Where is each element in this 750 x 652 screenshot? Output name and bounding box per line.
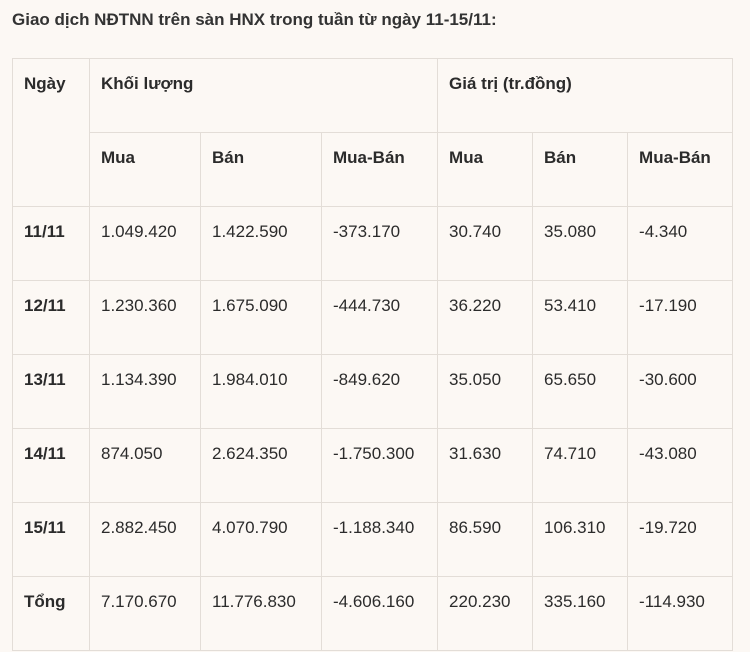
cell-gt-mua-ban: -17.190 [627, 280, 734, 355]
cell-gt-ban: 53.410 [532, 280, 629, 355]
subheader-gt-mua: Mua [437, 132, 534, 207]
subheader-row: Mua Bán Mua-Bán Mua Bán Mua-Bán [13, 132, 734, 207]
cell-kl-ban: 1.984.010 [200, 354, 322, 429]
cell-gt-mua-ban: -4.340 [627, 206, 734, 281]
cell-gt-mua: 35.050 [437, 354, 534, 429]
cell-gt-mua: 31.630 [437, 428, 534, 503]
cell-total-label: Tổng [12, 576, 90, 651]
cell-gt-mua: 30.740 [437, 206, 534, 281]
cell-kl-mua-ban: -4.606.160 [320, 576, 439, 651]
cell-kl-mua: 7.170.670 [89, 576, 201, 651]
subheader-kl-ban: Bán [200, 132, 322, 207]
cell-date: 15/11 [12, 502, 90, 577]
foreign-investor-trading-table: Ngày Khối lượng Giá trị (tr.đồng) Mua Bá… [12, 58, 734, 651]
cell-gt-ban: 35.080 [532, 206, 629, 281]
cell-gt-ban: 106.310 [532, 502, 629, 577]
table-row: 13/11 1.134.390 1.984.010 -849.620 35.05… [12, 354, 734, 429]
cell-gt-mua: 220.230 [437, 576, 534, 651]
cell-date: 12/11 [12, 280, 90, 355]
cell-gt-mua-ban: -19.720 [627, 502, 734, 577]
header-khoi-luong: Khối lượng [88, 58, 439, 133]
cell-kl-ban: 11.776.830 [200, 576, 322, 651]
cell-kl-mua: 2.882.450 [89, 502, 201, 577]
cell-kl-mua-ban: -849.620 [320, 354, 439, 429]
table-row: 11/11 1.049.420 1.422.590 -373.170 30.74… [12, 206, 734, 281]
cell-kl-ban: 4.070.790 [200, 502, 322, 577]
table-row: 14/11 874.050 2.624.350 -1.750.300 31.63… [12, 428, 734, 503]
cell-kl-ban: 1.422.590 [200, 206, 322, 281]
subheader-gt-mua-ban: Mua-Bán [627, 132, 734, 207]
cell-date: 13/11 [12, 354, 90, 429]
cell-gt-mua-ban: -43.080 [627, 428, 734, 503]
header-row: Ngày Khối lượng Giá trị (tr.đồng) [12, 58, 734, 207]
subheader-kl-mua-ban: Mua-Bán [320, 132, 439, 207]
cell-gt-ban: 335.160 [532, 576, 629, 651]
cell-kl-ban: 2.624.350 [200, 428, 322, 503]
cell-kl-mua-ban: -1.188.340 [320, 502, 439, 577]
cell-kl-mua: 874.050 [89, 428, 201, 503]
cell-kl-mua: 1.230.360 [89, 280, 201, 355]
cell-kl-mua: 1.134.390 [89, 354, 201, 429]
cell-kl-mua-ban: -373.170 [320, 206, 439, 281]
subheader-gt-ban: Bán [532, 132, 629, 207]
cell-kl-mua-ban: -444.730 [320, 280, 439, 355]
header-gia-tri: Giá trị (tr.đồng) [437, 58, 734, 133]
subheader-kl-mua: Mua [89, 132, 201, 207]
table-row: 12/11 1.230.360 1.675.090 -444.730 36.22… [12, 280, 734, 355]
cell-gt-mua-ban: -114.930 [627, 576, 734, 651]
cell-gt-mua: 86.590 [437, 502, 534, 577]
cell-date: 11/11 [12, 206, 90, 281]
cell-gt-ban: 74.710 [532, 428, 629, 503]
page-title: Giao dịch NĐTNN trên sàn HNX trong tuần … [12, 10, 497, 29]
cell-gt-ban: 65.650 [532, 354, 629, 429]
header-ngay: Ngày [12, 58, 90, 207]
total-row: Tổng 7.170.670 11.776.830 -4.606.160 220… [12, 576, 734, 651]
cell-kl-mua-ban: -1.750.300 [320, 428, 439, 503]
cell-gt-mua-ban: -30.600 [627, 354, 734, 429]
table-row: 15/11 2.882.450 4.070.790 -1.188.340 86.… [12, 502, 734, 577]
cell-date: 14/11 [12, 428, 90, 503]
cell-kl-mua: 1.049.420 [89, 206, 201, 281]
cell-kl-ban: 1.675.090 [200, 280, 322, 355]
cell-gt-mua: 36.220 [437, 280, 534, 355]
